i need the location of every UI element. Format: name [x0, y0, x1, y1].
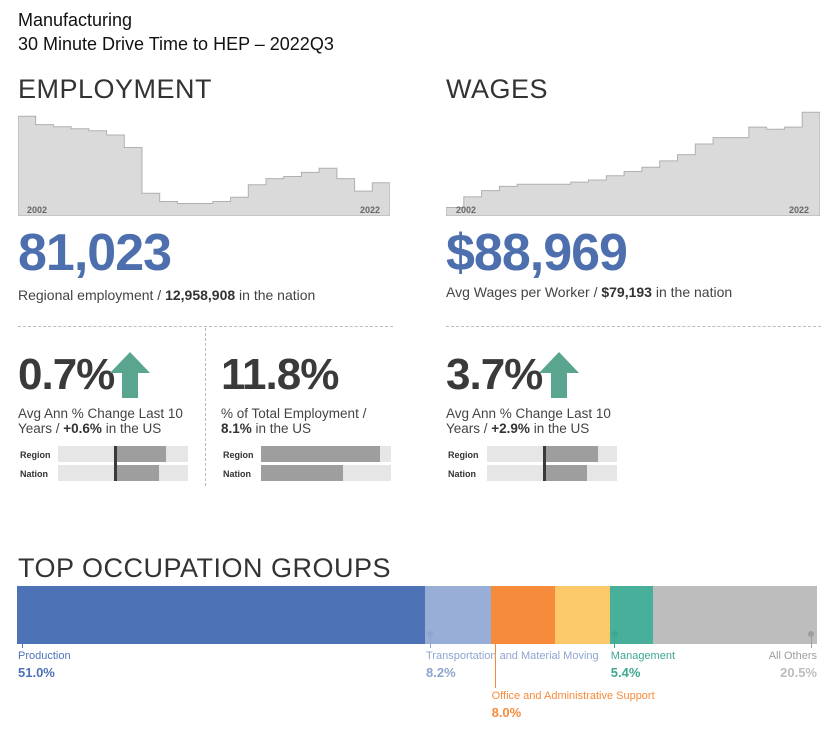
wages-change-desc-prefix: Years / [446, 421, 492, 436]
wage-change-region-label: Region [448, 450, 479, 460]
occupation-pct-6: 20.5% [780, 665, 817, 680]
bar-track-nation [261, 465, 391, 481]
employment-share-us-value: 8.1% [221, 421, 252, 436]
emp-change-bar-chart [58, 446, 188, 483]
wages-sparkline-area [446, 111, 820, 216]
bar-track-region [487, 446, 617, 462]
occupation-segment-6 [653, 586, 817, 644]
employment-section-title: EMPLOYMENT [18, 74, 213, 104]
bar-fill-nation [544, 465, 587, 481]
emp-change-region-label: Region [20, 450, 51, 460]
occupation-segment-1 [425, 586, 491, 644]
zero-marker [543, 446, 547, 481]
occupation-label-0: Production [18, 650, 71, 662]
occupation-label-6: All Others [768, 650, 817, 662]
employment-change-value: 0.7% [18, 350, 115, 399]
report-title: Manufacturing [18, 10, 133, 30]
wages-value: $88,969 [446, 224, 628, 282]
employment-change-desc-suffix: in the US [101, 421, 162, 436]
occupation-leader-line-4 [614, 634, 616, 648]
occupation-segment-2 [490, 586, 555, 644]
wages-start-year: 2002 [456, 205, 477, 215]
emp-share-region-label: Region [223, 450, 254, 460]
wage-change-bar-chart [487, 446, 617, 483]
wage-change-nation-label: Nation [448, 469, 476, 479]
up-arrow-icon [539, 352, 579, 398]
bar-track-nation [58, 465, 188, 481]
zero-marker [114, 446, 118, 481]
occupation-label-1: Transportation and Material Moving [426, 650, 599, 662]
wages-change-desc-line1: Avg Ann % Change Last 10 [446, 406, 611, 421]
bar-fill-nation [115, 465, 160, 481]
employment-change-desc: Avg Ann % Change Last 10 Years / +0.6% i… [18, 406, 183, 436]
occupation-label-4: Management [610, 650, 676, 662]
employment-share-desc-line1: % of Total Employment / [221, 406, 367, 421]
occupation-leader-line-1 [429, 634, 431, 648]
employment-change-desc-line1: Avg Ann % Change Last 10 [18, 406, 183, 421]
occupation-pct-0: 51.0% [18, 665, 55, 680]
bar-track-nation [487, 465, 617, 481]
bar-track-region [58, 446, 188, 462]
wages-change-us-value: +2.9% [491, 421, 530, 436]
occupation-pct-1: 8.2% [426, 665, 456, 680]
employment-sparkline [18, 115, 390, 216]
occupation-leader-line-6 [810, 634, 812, 648]
occupation-segment-0 [17, 586, 425, 644]
wages-change-desc: Avg Ann % Change Last 10 Years / +2.9% i… [446, 406, 611, 436]
employment-change-desc-prefix: Years / [18, 421, 64, 436]
employment-share-desc-suffix: in the US [251, 421, 312, 436]
occupation-segment-3 [554, 586, 610, 644]
wages-end-year: 2022 [789, 205, 810, 215]
wages-divider [446, 326, 821, 327]
report-subtitle: 30 Minute Drive Time to HEP – 2022Q3 [18, 34, 334, 54]
emp-change-nation-label: Nation [20, 469, 48, 479]
employment-start-year: 2002 [27, 205, 48, 215]
occupation-pct-2: 8.0% [491, 705, 522, 720]
bar-fill-region [115, 446, 167, 462]
wages-change-value: 3.7% [446, 350, 543, 399]
employment-share-desc: % of Total Employment / 8.1% in the US [221, 406, 366, 436]
occupation-pct-4: 5.4% [610, 665, 641, 680]
employment-caption-suffix: in the nation [235, 287, 316, 303]
wages-sparkline [446, 111, 820, 216]
employment-national-value: 12,958,908 [165, 287, 236, 303]
wages-national-value: $79,193 [601, 284, 652, 300]
occupation-leader-line-0 [21, 634, 23, 648]
employment-caption: Regional employment / 12,958,908 in the … [18, 287, 315, 303]
employment-value: 81,023 [18, 224, 172, 282]
employment-vertical-divider [205, 328, 206, 486]
wages-change-desc-suffix: in the US [529, 421, 590, 436]
bar-fill-nation [261, 465, 343, 481]
wages-caption: Avg Wages per Worker / $79,193 in the na… [446, 284, 732, 300]
bar-fill-region [544, 446, 599, 462]
bar-track-region [261, 446, 391, 462]
employment-caption-text: Regional employment / [18, 287, 166, 303]
bar-fill-region [261, 446, 380, 462]
emp-share-nation-label: Nation [223, 469, 251, 479]
employment-end-year: 2022 [360, 205, 381, 215]
employment-sparkline-area [18, 115, 390, 216]
occupations-stacked-bar: Production 51.0% Transportation and Materi… [17, 586, 817, 736]
occupations-section-title: TOP OCCUPATION GROUPS [18, 553, 392, 583]
employment-divider [18, 326, 393, 327]
up-arrow-icon [110, 352, 150, 398]
occupation-label-2: Office and Administrative Support [491, 690, 655, 702]
wages-caption-suffix: in the nation [651, 284, 733, 300]
occupation-leader-line-2 [495, 634, 497, 688]
wages-caption-text: Avg Wages per Worker / [446, 284, 602, 300]
employment-share-value: 11.8% [221, 350, 339, 399]
employment-change-us-value: +0.6% [63, 421, 102, 436]
emp-share-bar-chart [261, 446, 391, 483]
wages-section-title: WAGES [446, 74, 549, 104]
